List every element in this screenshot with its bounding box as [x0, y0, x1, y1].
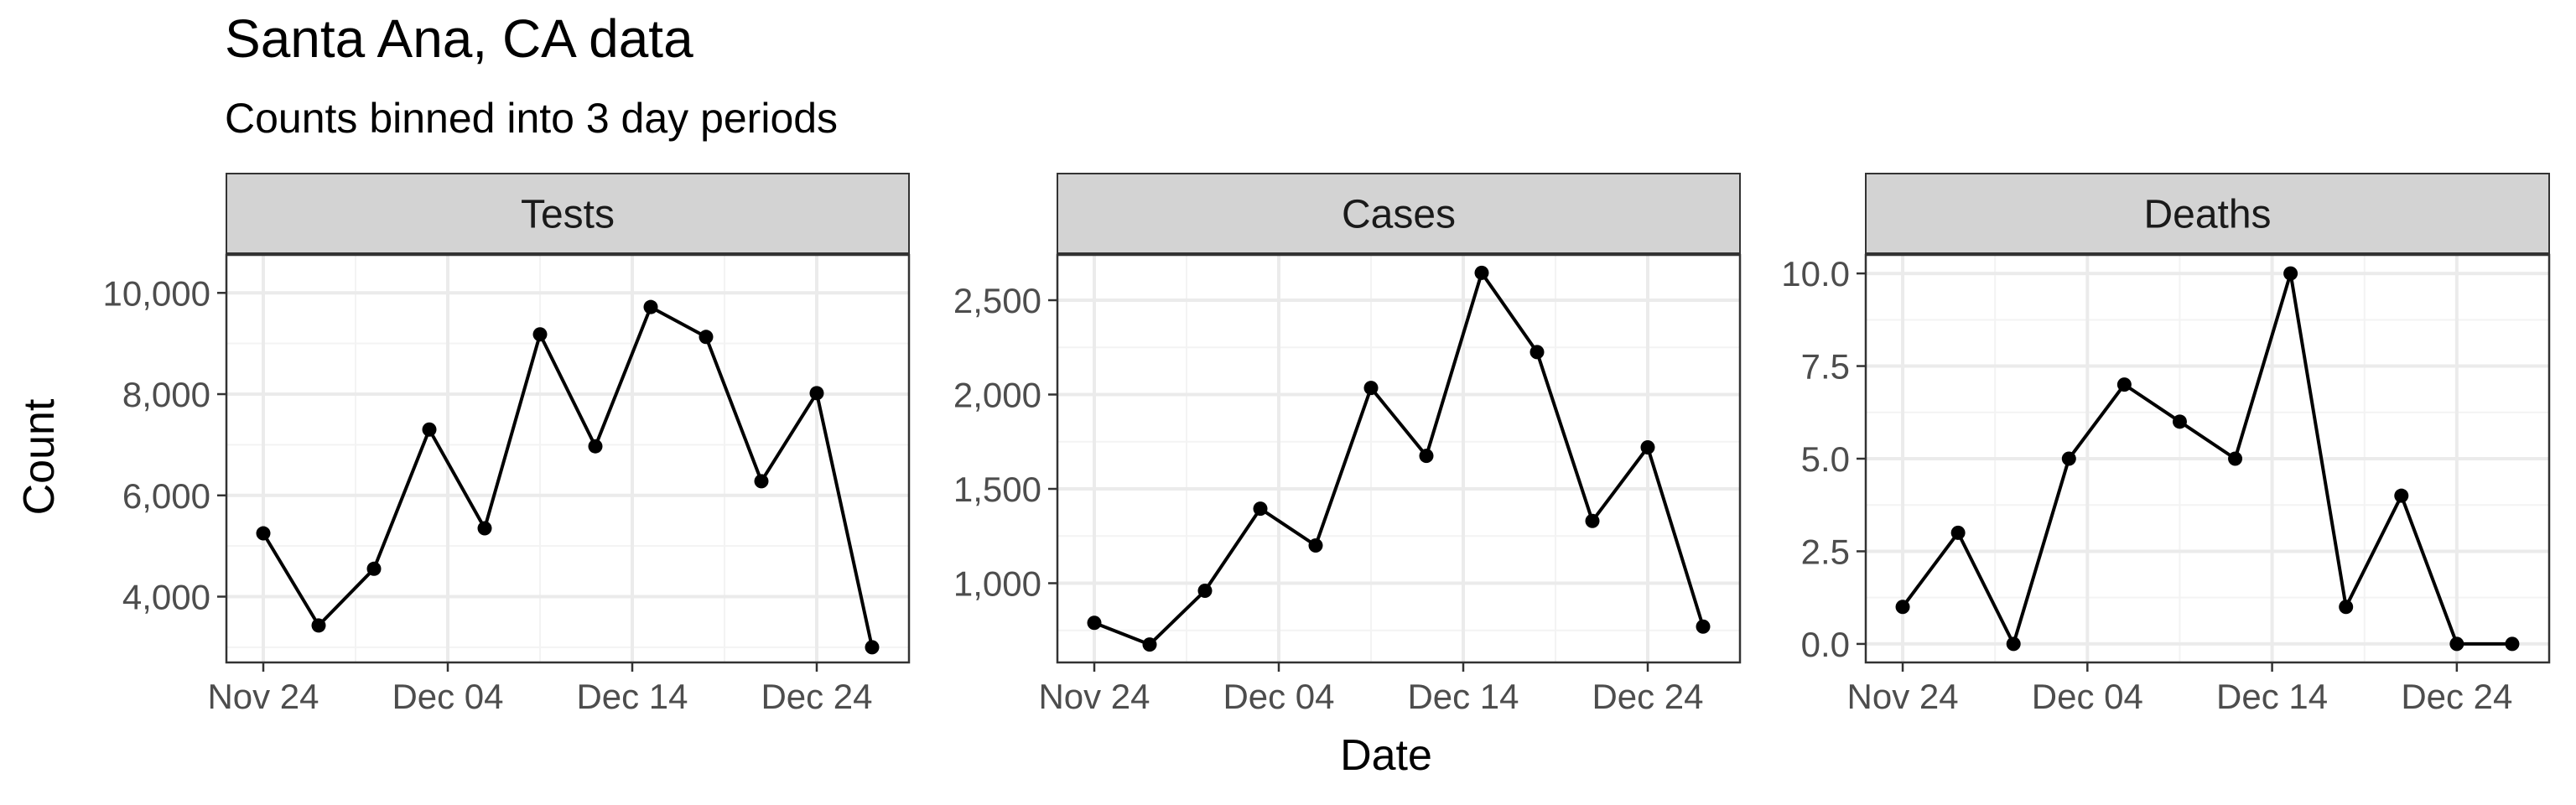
y-tick-label: 10.0: [1781, 254, 1850, 293]
data-point: [2449, 636, 2464, 652]
y-tick-label: 6,000: [122, 476, 210, 516]
data-point: [2228, 451, 2243, 466]
y-tick-label: 2.5: [1801, 532, 1850, 571]
data-point: [754, 474, 769, 489]
x-tick-label: Dec 14: [576, 677, 688, 716]
y-axis-title: Count: [15, 398, 64, 515]
data-point: [477, 521, 492, 536]
data-point: [2394, 488, 2409, 503]
x-tick-label: Nov 24: [207, 677, 319, 716]
data-point: [699, 330, 714, 345]
data-point: [2006, 636, 2021, 652]
data-point: [809, 386, 824, 401]
facet-strip-label: Cases: [1342, 193, 1456, 237]
facet-strip-label: Deaths: [2143, 193, 2271, 237]
data-point: [532, 327, 548, 342]
y-tick-label: 2,500: [953, 281, 1041, 320]
y-tick-label: 1,000: [953, 564, 1041, 604]
data-point: [1474, 265, 1489, 280]
x-tick-label: Nov 24: [1038, 677, 1150, 716]
y-tick-label: 2,000: [953, 376, 1041, 415]
x-tick-label: Dec 04: [392, 677, 503, 716]
facet-strip: [1057, 173, 1741, 254]
data-point: [2339, 600, 2354, 615]
panel-background: [226, 255, 909, 662]
x-tick-label: Dec 24: [1592, 677, 1703, 716]
data-point: [2505, 636, 2520, 652]
data-point: [311, 618, 326, 633]
y-tick-label: 4,000: [122, 578, 210, 617]
data-point: [1419, 449, 1434, 464]
x-tick-label: Dec 04: [1223, 677, 1334, 716]
data-point: [2116, 377, 2132, 392]
data-point: [643, 299, 658, 314]
facet-strip: [226, 173, 910, 254]
data-point: [1585, 513, 1600, 528]
data-point: [588, 439, 603, 454]
facet-strip: [1865, 173, 2550, 254]
y-tick-label: 0.0: [1801, 625, 1850, 664]
y-tick-label: 5.0: [1801, 439, 1850, 479]
data-point: [1895, 600, 1910, 615]
x-axis-title: Date: [1340, 731, 1432, 780]
data-point: [2283, 266, 2298, 281]
series-line: [262, 305, 874, 648]
data-point: [1087, 615, 1102, 631]
x-tick-label: Dec 14: [1407, 677, 1519, 716]
data-point: [366, 561, 382, 576]
data-point: [2172, 414, 2187, 429]
data-point: [256, 526, 271, 541]
panel-background: [1057, 255, 1740, 662]
series-line: [1093, 271, 1705, 647]
panel-border: [1056, 253, 1742, 664]
data-point: [1696, 619, 1711, 634]
data-point: [1530, 345, 1545, 360]
y-tick-label: 8,000: [122, 375, 210, 414]
data-point: [1640, 440, 1655, 454]
x-tick-label: Dec 04: [2032, 677, 2143, 716]
data-point: [422, 422, 437, 437]
x-tick-label: Nov 24: [1847, 677, 1959, 716]
data-point: [2061, 451, 2076, 466]
panel-border: [225, 253, 911, 664]
x-tick-label: Dec 24: [2401, 677, 2512, 716]
data-point: [1253, 501, 1268, 517]
data-point: [1142, 637, 1157, 652]
series-line: [1901, 272, 2512, 646]
data-point: [1363, 381, 1379, 396]
panel-tests: Tests Nov 24 Dec 04 Dec 14 Dec 24 4,000 6,000 8…: [103, 173, 911, 716]
chart-subtitle: Counts binned into 3 day periods: [225, 95, 839, 142]
y-tick-label: 1,500: [953, 470, 1041, 509]
y-tick-label: 7.5: [1801, 347, 1850, 387]
panel-cases: Cases Nov 24 Dec 04 Dec 14 Dec 24 1,000 1,500 2…: [953, 173, 1742, 716]
data-point: [1197, 584, 1213, 598]
x-tick-label: Dec 24: [761, 677, 872, 716]
chart-title: Santa Ana, CA data: [225, 8, 693, 69]
panel-deaths: Deaths Nov 24 Dec 04 Dec 14 Dec 24 0.0 2.5 5.0 7…: [1781, 173, 2551, 716]
data-point: [865, 640, 880, 655]
y-tick-label: 10,000: [103, 273, 210, 313]
data-point: [1308, 538, 1323, 553]
facet-strip-label: Tests: [521, 193, 615, 237]
data-point: [1950, 525, 1966, 540]
x-tick-label: Dec 14: [2216, 677, 2328, 716]
